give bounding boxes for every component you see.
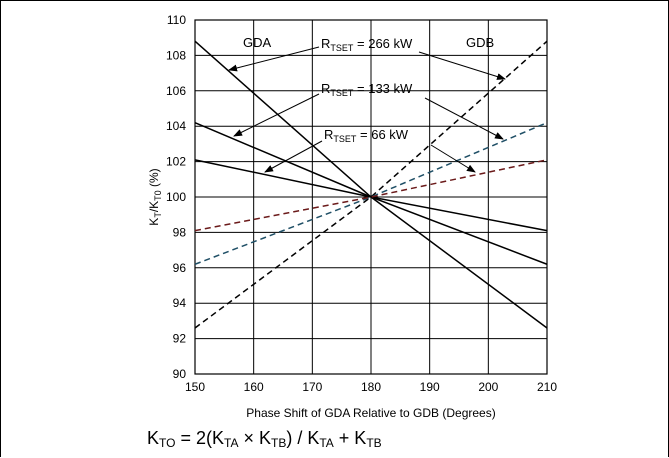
x-tick-label: 150 xyxy=(185,380,205,394)
y-tick-label: 96 xyxy=(173,261,187,275)
annotation-rtset-66: RTSET = 66 kW xyxy=(324,127,409,144)
x-tick-label: 170 xyxy=(302,380,322,394)
arrow-266-right xyxy=(418,51,506,80)
arrow-66-left xyxy=(264,140,323,173)
y-tick-label: 106 xyxy=(166,84,186,98)
y-axis-label: KT/KT0 (%) xyxy=(147,168,163,225)
series-line-4 xyxy=(194,40,548,329)
arrow-66-right xyxy=(430,144,476,173)
y-tick-label: 100 xyxy=(166,190,186,204)
x-tick-label: 190 xyxy=(420,380,440,394)
arrows xyxy=(228,46,506,173)
y-tick-label: 98 xyxy=(173,225,187,239)
x-tick-label: 210 xyxy=(537,380,557,394)
series-line-5 xyxy=(194,121,548,265)
annotation-rtset-133: RTSET = 133 kW xyxy=(321,81,413,98)
y-tick-label: 104 xyxy=(166,119,186,133)
y-tick-label: 110 xyxy=(167,13,186,27)
x-tick-label: 200 xyxy=(478,380,498,394)
arrow-133-left xyxy=(233,93,320,137)
plot-border xyxy=(194,19,548,375)
annotation-rtset-266: RTSET = 266 kW xyxy=(321,36,413,53)
tick-labels: 150 160 170 180 190 200 210 90 92 94 96 98 100 102 104… xyxy=(166,13,557,394)
y-tick-label: 90 xyxy=(173,367,187,381)
arrow-133-right xyxy=(424,97,504,140)
y-tick-label: 94 xyxy=(173,296,187,310)
region-label-gdb: GDB xyxy=(466,35,494,50)
series-line-3 xyxy=(194,159,548,232)
arrow-266-left xyxy=(228,46,320,72)
region-label-gda: GDA xyxy=(243,35,272,50)
x-axis-label: Phase Shift of GDA Relative to GDB (Degr… xyxy=(246,406,495,420)
series-layer xyxy=(194,40,548,329)
x-tick-label: 180 xyxy=(361,380,381,394)
y-tick-label: 92 xyxy=(173,332,187,346)
x-tick-label: 160 xyxy=(244,380,264,394)
y-tick-label: 102 xyxy=(166,155,186,169)
formula: KTO = 2(KTA × KTB) / KTA + KTB xyxy=(147,428,382,450)
y-tick-label: 108 xyxy=(166,48,186,62)
